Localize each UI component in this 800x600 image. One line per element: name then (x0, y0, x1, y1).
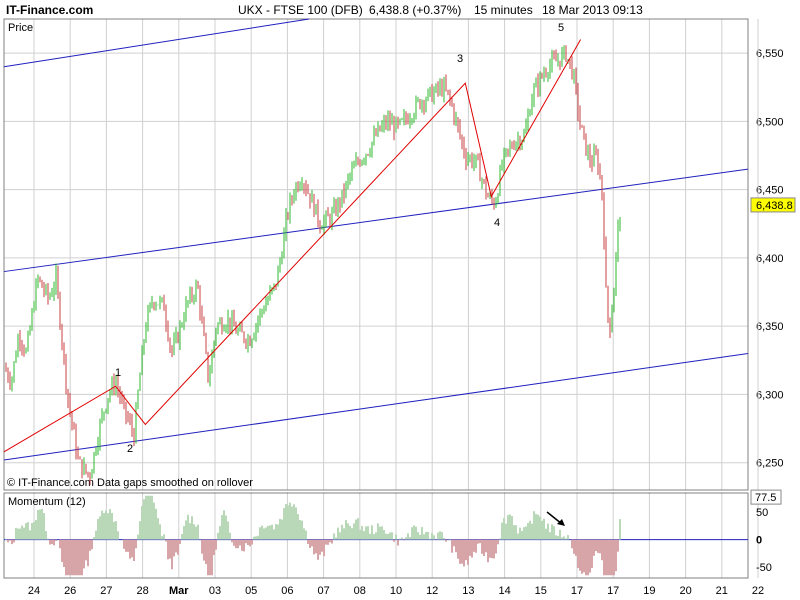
price-change: 6,438.8 (+0.37%) (369, 3, 462, 17)
channel-line (3, 168, 749, 273)
y-tick-label: 6,350 (756, 321, 784, 333)
x-tick-label: 12 (426, 585, 438, 597)
elliott-wave-line (3, 39, 582, 453)
momentum-last-value: 77.5 (755, 492, 776, 504)
momentum-y-tick: 50 (756, 507, 768, 519)
x-tick-label: 22 (752, 585, 764, 597)
x-tick-label: 08 (354, 585, 366, 597)
instrument-name: UKX - FTSE 100 (DFB) (238, 3, 363, 17)
y-tick-label: 6,400 (756, 253, 784, 265)
footnote: © IT-Finance.com Data gaps smoothed on r… (7, 477, 253, 489)
brand-title: IT-Finance.com (6, 3, 94, 17)
y-tick-label: 6,300 (756, 389, 784, 401)
x-tick-label: 21 (716, 585, 728, 597)
wave-label: 4 (494, 217, 500, 229)
x-tick-label: 15 (535, 585, 547, 597)
timestamp: 18 Mar 2013 09:13 (542, 3, 643, 17)
x-tick-label: 27 (100, 585, 112, 597)
x-tick-label: 03 (209, 585, 221, 597)
y-axis-label: Price (8, 22, 33, 34)
x-tick-label: 06 (281, 585, 293, 597)
x-tick-label: 24 (28, 585, 40, 597)
arrow-head (557, 519, 565, 526)
x-tick-label: 07 (317, 585, 329, 597)
channel-line (3, 18, 310, 68)
x-tick-label: 13 (462, 585, 474, 597)
x-tick-label: 20 (679, 585, 691, 597)
last-price-box (750, 197, 796, 213)
wave-label: 2 (127, 443, 133, 455)
wave-label: 3 (457, 53, 463, 65)
channel-line (3, 352, 749, 461)
y-tick-label: 6,500 (756, 116, 784, 128)
x-tick-label: 19 (643, 585, 655, 597)
x-tick-label: 26 (64, 585, 76, 597)
wave-label: 1 (115, 367, 121, 379)
y-tick-label: 6,450 (756, 185, 784, 197)
x-tick-label: 17 (607, 585, 619, 597)
momentum-y-tick: 0 (756, 535, 762, 547)
momentum-y-tick: -50 (756, 562, 772, 574)
y-tick-label: 6,250 (756, 458, 784, 470)
x-tick-label: 10 (390, 585, 402, 597)
x-tick-label: Mar (169, 585, 189, 597)
momentum-last-box (750, 489, 782, 505)
x-tick-label: 05 (245, 585, 257, 597)
time-interval: 15 minutes (474, 3, 533, 17)
x-tick-label: 17 (571, 585, 583, 597)
y-tick-label: 6,550 (756, 48, 784, 60)
momentum-panel-frame (3, 492, 749, 579)
wave-label: 5 (558, 22, 564, 34)
momentum-title: Momentum (12) (8, 496, 86, 508)
last-price-value: 6,438.8 (756, 200, 793, 212)
x-tick-label: 28 (136, 585, 148, 597)
chart-header: IT-Finance.com UKX - FTSE 100 (DFB) 6,43… (0, 0, 800, 18)
x-tick-label: 14 (498, 585, 510, 597)
price-panel-frame (3, 18, 749, 491)
